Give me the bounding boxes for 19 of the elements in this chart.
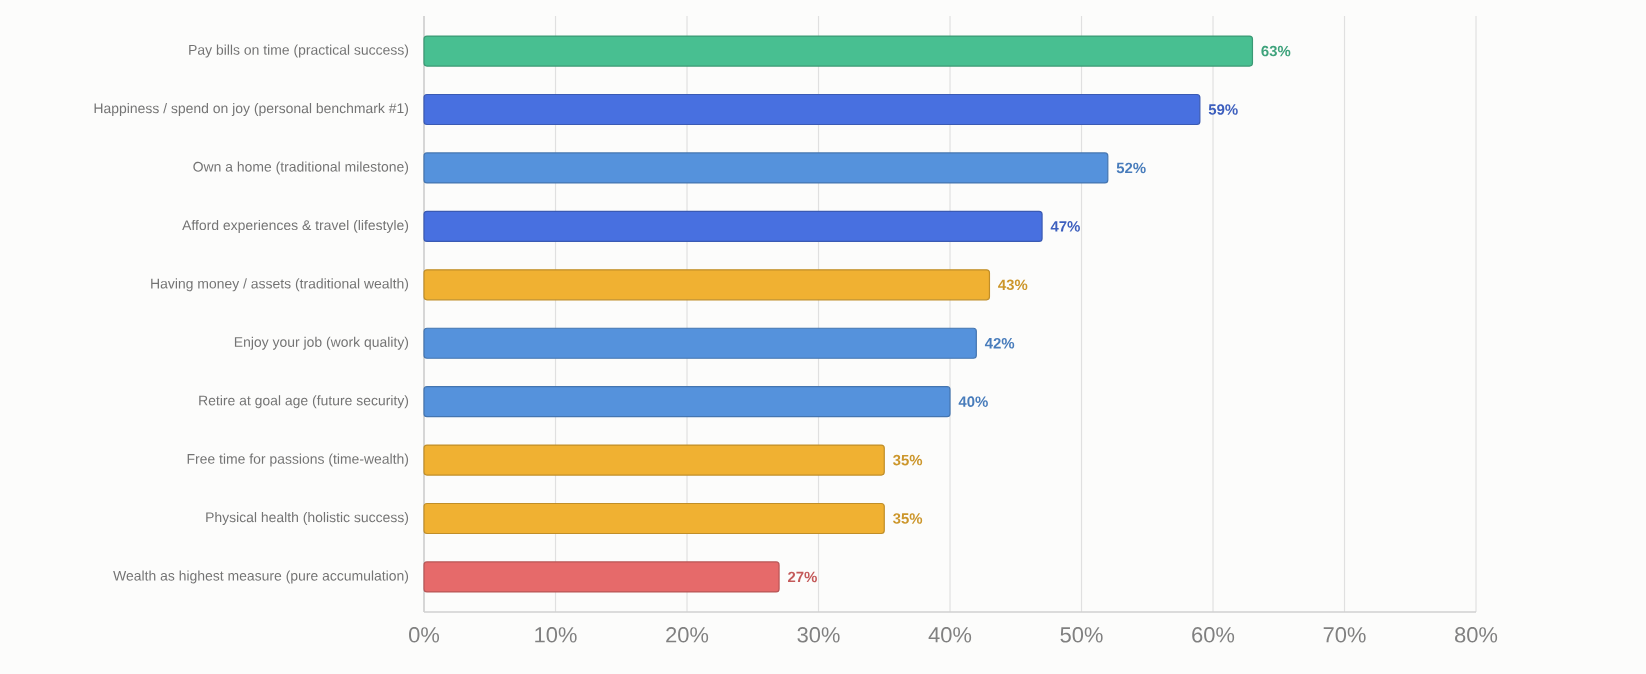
x-tick-label: 80% (1455, 627, 1498, 643)
bar (423, 561, 780, 593)
bar (423, 444, 885, 476)
bar (423, 35, 1254, 67)
x-tick-label: 60% (1192, 627, 1235, 643)
x-tick-label: 0% (409, 627, 440, 643)
x-tick-label: 40% (928, 627, 972, 643)
x-tick-label: 30% (797, 627, 840, 643)
x-tick-label: 70% (1323, 627, 1366, 643)
bar (423, 269, 991, 301)
bar (423, 502, 885, 535)
x-tick-label: 10% (535, 627, 577, 643)
bar (423, 93, 1201, 126)
bar (423, 210, 1043, 242)
bar (423, 386, 951, 418)
bar (423, 152, 1109, 184)
bar (423, 327, 977, 359)
x-tick-label: 20% (666, 627, 709, 643)
x-tick-label: 50% (1060, 627, 1103, 643)
